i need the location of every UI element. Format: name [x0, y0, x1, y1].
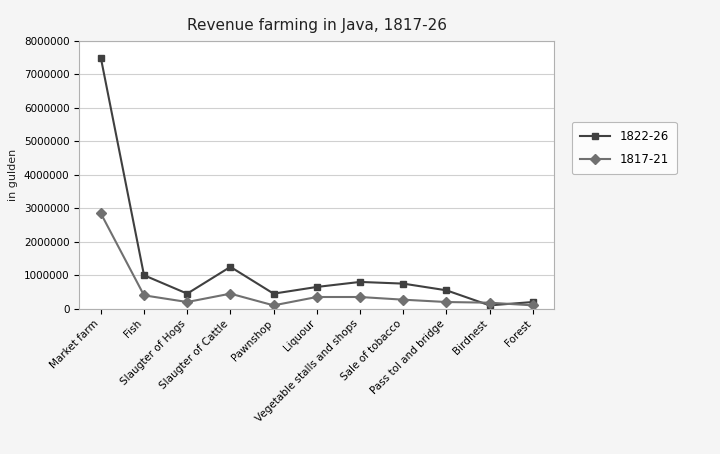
1822-26 [442, 287, 451, 293]
1822-26 [96, 55, 105, 60]
1822-26 [528, 299, 537, 305]
1822-26 [226, 264, 235, 270]
1817-21 [399, 297, 408, 302]
1817-21 [269, 303, 278, 308]
1817-21 [140, 293, 148, 298]
Line: 1817-21: 1817-21 [97, 210, 536, 309]
1822-26 [140, 272, 148, 278]
1822-26 [485, 303, 494, 308]
Y-axis label: in gulden: in gulden [9, 148, 18, 201]
Title: Revenue farming in Java, 1817-26: Revenue farming in Java, 1817-26 [186, 18, 447, 33]
1817-21 [226, 291, 235, 296]
1822-26 [399, 281, 408, 286]
1822-26 [183, 291, 192, 296]
1817-21 [312, 294, 321, 300]
Line: 1822-26: 1822-26 [97, 54, 536, 309]
1822-26 [312, 284, 321, 290]
1817-21 [442, 299, 451, 305]
1817-21 [356, 294, 364, 300]
1822-26 [269, 291, 278, 296]
Legend: 1822-26, 1817-21: 1822-26, 1817-21 [572, 122, 677, 174]
1817-21 [96, 211, 105, 216]
1817-21 [528, 303, 537, 308]
1817-21 [183, 299, 192, 305]
1817-21 [485, 300, 494, 306]
1822-26 [356, 279, 364, 285]
